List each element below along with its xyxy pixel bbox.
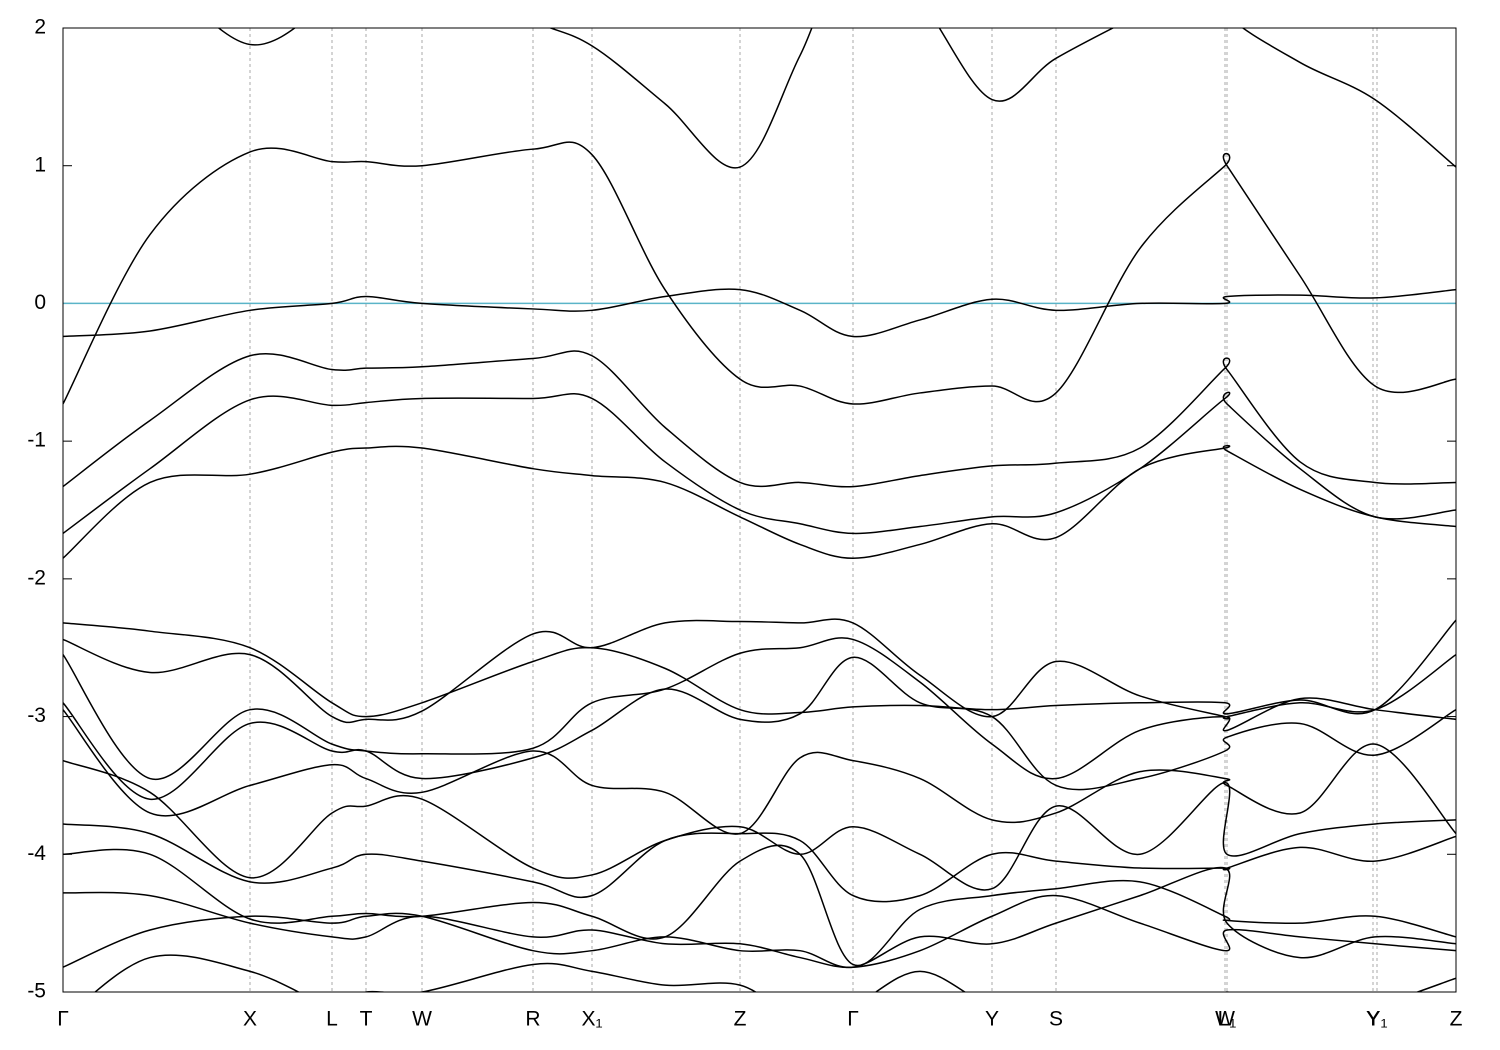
y-tick-label: -3 [27, 704, 46, 727]
band-line [63, 891, 1456, 969]
y-tick-label: 2 [34, 16, 46, 39]
bands [63, 28, 1456, 992]
band-line [93, 954, 1456, 992]
x-tick-label: X [243, 1008, 257, 1031]
x-tick-label: Γ [57, 1008, 69, 1031]
band-line [63, 759, 1456, 891]
x-tick-label: S [1049, 1008, 1063, 1031]
x-tick-label: Y [985, 1008, 999, 1031]
y-tick-label: 1 [34, 153, 46, 176]
band-line [217, 28, 1456, 169]
x-tick-label: L [326, 1008, 338, 1031]
y-tick-label: -5 [27, 980, 46, 1003]
band-line [63, 391, 1456, 535]
x-tick-label: Z [734, 1008, 747, 1031]
band-line [63, 637, 1456, 781]
band-line [63, 444, 1456, 559]
band-line [63, 141, 1456, 405]
band-line [63, 288, 1456, 338]
y-tick-label: -4 [27, 842, 46, 865]
x-tick-label: Z [1450, 1008, 1463, 1031]
band-line [63, 823, 1456, 903]
x-tick-label: Y [1366, 1008, 1380, 1031]
x-tick-label: W [1215, 1008, 1235, 1031]
x-tick-label: X₁ [581, 1008, 602, 1031]
band-line [63, 656, 1456, 800]
y-tick-label: 0 [34, 291, 46, 314]
x-tick-label: L₁ [1218, 1008, 1237, 1031]
plot-frame [62, 27, 1457, 993]
x-tick-label: Y₁ [1366, 1008, 1387, 1031]
x-tick-label: W [412, 1008, 432, 1031]
band-line [63, 866, 1456, 969]
band-line [63, 350, 1456, 488]
x-tick-label: R [525, 1008, 540, 1031]
y-tick-label: -2 [27, 566, 46, 589]
x-tick-label: Γ [847, 1008, 859, 1031]
band-line [63, 709, 1456, 835]
band-line [63, 619, 1456, 718]
x-tick-label: T [360, 1008, 373, 1031]
band-line [63, 618, 1456, 724]
y-tick-label: -1 [27, 429, 46, 452]
band-line [63, 844, 1456, 967]
